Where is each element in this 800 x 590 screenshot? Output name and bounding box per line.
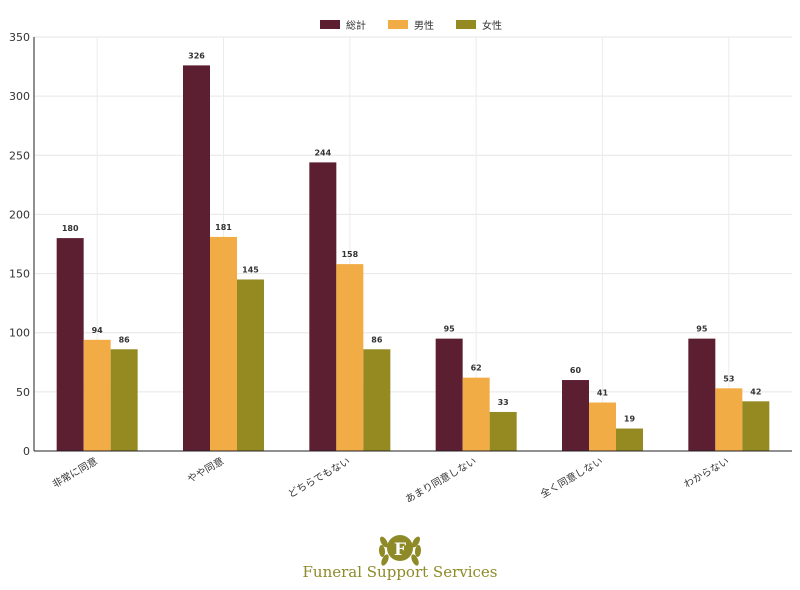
y-tick-label: 50 xyxy=(16,386,30,399)
bar xyxy=(589,402,616,451)
bar-value-label: 86 xyxy=(371,335,383,344)
x-tick-label: 全く同意しない xyxy=(538,454,605,500)
bar xyxy=(462,377,490,451)
bar-value-label: 95 xyxy=(696,325,708,334)
bar-value-label: 244 xyxy=(314,148,331,157)
y-tick-label: 250 xyxy=(9,149,30,162)
bar xyxy=(742,401,770,451)
bar-value-label: 326 xyxy=(188,51,205,60)
bar-value-label: 19 xyxy=(624,415,636,424)
bar xyxy=(309,162,337,451)
bar-value-label: 86 xyxy=(119,335,131,344)
legend-label: 総計 xyxy=(346,19,366,32)
bar-value-label: 181 xyxy=(215,223,232,232)
bar xyxy=(110,349,138,451)
bar xyxy=(435,338,463,451)
legend-swatch xyxy=(320,20,340,29)
y-tick-label: 300 xyxy=(9,90,30,103)
bar xyxy=(562,380,589,451)
y-tick-label: 350 xyxy=(9,31,30,44)
bar xyxy=(237,279,264,451)
bar xyxy=(183,65,210,451)
legend-label: 男性 xyxy=(414,19,434,32)
x-tick-label: わからない xyxy=(682,455,731,490)
y-tick-label: 200 xyxy=(9,208,30,221)
bar xyxy=(336,264,364,451)
bar xyxy=(56,238,84,451)
bar xyxy=(616,428,643,451)
bar-value-label: 60 xyxy=(570,366,582,375)
legend-label: 女性 xyxy=(482,19,502,32)
bar-value-label: 180 xyxy=(62,224,79,233)
brand-name: Funeral Support Services xyxy=(303,563,498,581)
bar xyxy=(210,236,237,451)
grid-lines xyxy=(34,36,792,451)
bar-value-label: 33 xyxy=(498,398,509,407)
x-tick-label: やや同意 xyxy=(185,454,226,485)
legend-swatch xyxy=(388,20,408,29)
bar-value-label: 94 xyxy=(92,326,104,335)
legend: 総計 男性 女性 xyxy=(320,19,502,32)
legend-swatch xyxy=(456,20,476,29)
x-tick-label: 非常に同意 xyxy=(50,454,100,490)
y-tick-label: 100 xyxy=(9,327,30,340)
bar-value-label: 145 xyxy=(242,265,259,274)
y-tick-label: 150 xyxy=(9,268,30,281)
bar-value-label: 95 xyxy=(444,325,456,334)
logo-letter: F xyxy=(394,540,406,560)
bar-value-label: 62 xyxy=(471,364,482,373)
bar-value-label: 42 xyxy=(750,387,761,396)
brand-logo: F Funeral Support Services xyxy=(303,535,498,581)
bars: 180 94 86 326 181 145 244 158 86 95 62 33 60 41 19 95 53… xyxy=(56,51,770,451)
bar-value-label: 53 xyxy=(723,374,734,383)
x-tick-label: あまり同意しない xyxy=(403,454,479,505)
bar xyxy=(363,349,391,451)
y-tick-label: 0 xyxy=(23,445,30,458)
bar xyxy=(688,338,716,451)
laurel-wreath-icon xyxy=(378,536,422,566)
bar-value-label: 158 xyxy=(341,250,358,259)
logo-circle xyxy=(387,535,413,561)
x-tick-label: どちらでもない xyxy=(286,455,352,500)
bar xyxy=(489,411,517,451)
bar xyxy=(715,388,743,451)
bar xyxy=(83,339,111,451)
bar-value-label: 41 xyxy=(597,389,609,398)
